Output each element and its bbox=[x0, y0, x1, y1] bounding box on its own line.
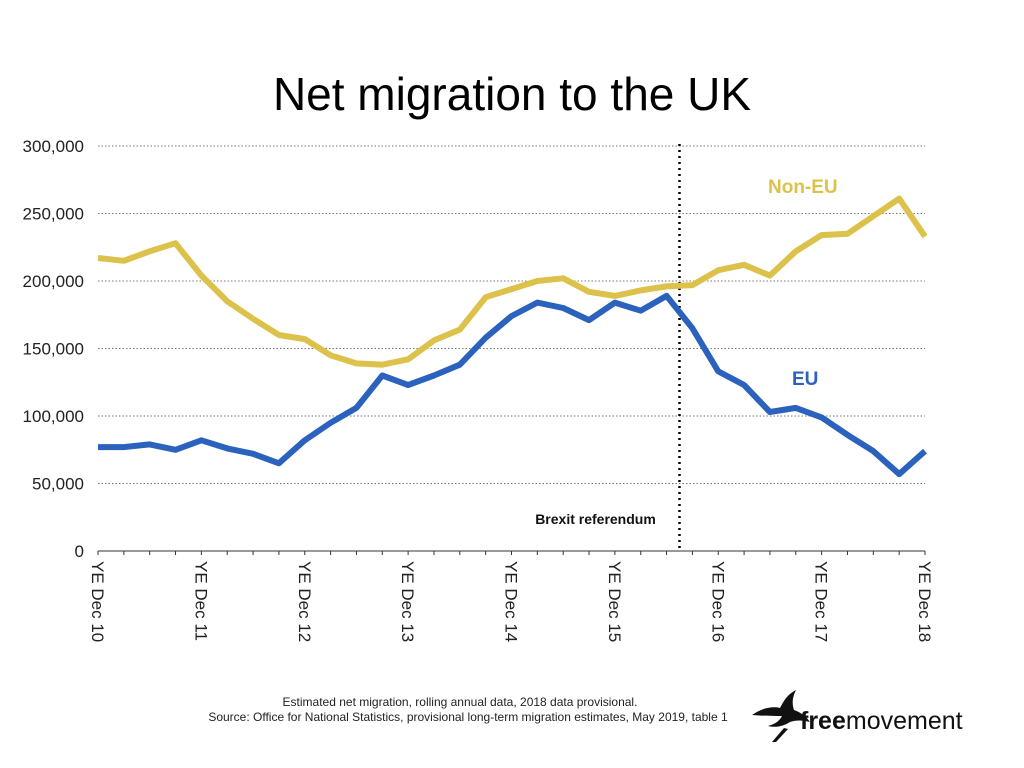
brand-wordmark: freemovement bbox=[800, 707, 963, 735]
y-tick-label: 250,000 bbox=[23, 205, 84, 224]
brexit-annotation: Brexit referendum bbox=[535, 144, 681, 551]
y-tick-label: 200,000 bbox=[23, 272, 84, 291]
y-tick-label: 300,000 bbox=[23, 137, 84, 156]
y-tick-label: 150,000 bbox=[23, 340, 84, 359]
gridlines bbox=[98, 145, 925, 484]
brand-movement: movement bbox=[846, 707, 963, 735]
series-lines bbox=[97, 195, 928, 478]
y-axis-ticks: 0 50,000 100,000 150,000 200,000 250,000 300,0… bbox=[23, 137, 84, 561]
y-tick-label: 100,000 bbox=[23, 407, 84, 426]
x-tick-label: YE Dec 15 bbox=[605, 561, 624, 642]
series-line-eu bbox=[98, 292, 927, 478]
referendum-label: Brexit referendum bbox=[535, 511, 656, 527]
x-tick-label: YE Dec 16 bbox=[708, 561, 727, 642]
x-tick-label: YE Dec 11 bbox=[191, 561, 210, 641]
footnote-line-2: Source: Office for National Statistics, … bbox=[208, 710, 728, 724]
bird-icon bbox=[752, 690, 810, 742]
footnote-line-1: Estimated net migration, rolling annual … bbox=[283, 695, 638, 709]
brand-logo: freemovement bbox=[752, 690, 963, 742]
x-tick-label: YE Dec 14 bbox=[502, 561, 521, 642]
x-tick-label: YE Dec 18 bbox=[915, 561, 934, 642]
series-label-non-eu: Non-EU bbox=[768, 177, 838, 198]
chart-title: Net migration to the UK bbox=[273, 68, 751, 120]
x-tick-label: YE Dec 12 bbox=[295, 561, 314, 642]
x-tick-label: YE Dec 17 bbox=[812, 561, 831, 642]
series-line-non-eu bbox=[97, 195, 928, 368]
x-tick-label: YE Dec 13 bbox=[398, 561, 417, 642]
brand-free: free bbox=[800, 707, 846, 735]
y-tick-label: 50,000 bbox=[32, 475, 84, 494]
x-axis: YE Dec 10 YE Dec 11 YE Dec 12 YE Dec 13 YE D… bbox=[88, 550, 934, 642]
series-label-eu: EU bbox=[792, 369, 818, 390]
x-tick-label: YE Dec 10 bbox=[88, 561, 107, 642]
y-tick-label: 0 bbox=[75, 542, 84, 561]
